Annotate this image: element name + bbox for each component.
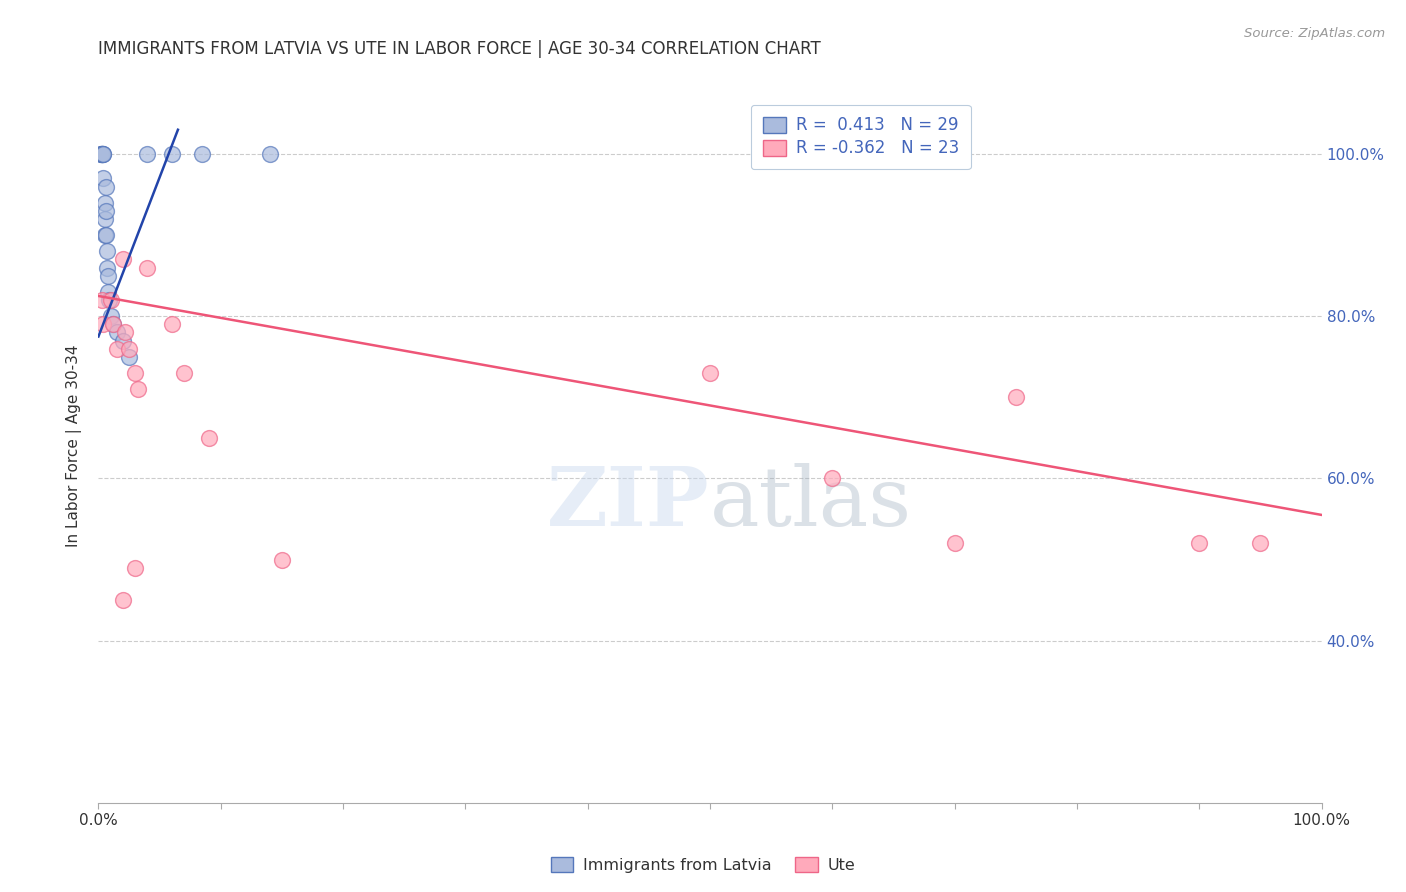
Point [94, 179, 117, 194]
Point [1004, 390, 1026, 404]
Point [821, 471, 844, 485]
Point [90, 147, 112, 161]
Point [96, 260, 118, 275]
Point [93, 195, 115, 210]
Y-axis label: In Labor Force | Age 30-34: In Labor Force | Age 30-34 [66, 344, 83, 548]
Point [91, 147, 114, 161]
Point [259, 147, 281, 161]
Point [105, 342, 128, 356]
Text: ZIP: ZIP [547, 463, 710, 543]
Point [91, 147, 114, 161]
Point [91, 171, 114, 186]
Point [93, 211, 115, 226]
Legend: R =  0.413   N = 29, R = -0.362   N = 23: R = 0.413 N = 29, R = -0.362 N = 23 [751, 104, 970, 169]
Point [1249, 536, 1271, 550]
Point [111, 252, 134, 267]
Point [91, 147, 114, 161]
Point [100, 293, 122, 307]
Point [105, 326, 128, 340]
Point [943, 536, 966, 550]
Point [1188, 536, 1211, 550]
Point [91, 293, 114, 307]
Point [136, 260, 159, 275]
Point [94, 203, 117, 218]
Point [93, 228, 115, 243]
Text: Source: ZipAtlas.com: Source: ZipAtlas.com [1244, 27, 1385, 40]
Point [100, 310, 122, 324]
Point [160, 147, 183, 161]
Point [97, 285, 120, 299]
Point [118, 342, 141, 356]
Point [160, 318, 183, 332]
Point [96, 244, 118, 259]
Point [136, 147, 159, 161]
Point [114, 326, 136, 340]
Point [101, 318, 124, 332]
Point [97, 268, 120, 283]
Point [111, 334, 134, 348]
Text: atlas: atlas [710, 463, 912, 543]
Point [91, 147, 114, 161]
Point [124, 366, 146, 380]
Point [124, 560, 146, 574]
Point [118, 350, 141, 364]
Point [270, 552, 294, 566]
Point [127, 382, 149, 396]
Point [98, 293, 121, 307]
Point [191, 147, 214, 161]
Point [101, 318, 124, 332]
Point [699, 366, 721, 380]
Point [197, 431, 219, 445]
Point [111, 593, 134, 607]
Point [91, 147, 114, 161]
Point [173, 366, 195, 380]
Point [90, 147, 112, 161]
Text: IMMIGRANTS FROM LATVIA VS UTE IN LABOR FORCE | AGE 30-34 CORRELATION CHART: IMMIGRANTS FROM LATVIA VS UTE IN LABOR F… [98, 40, 821, 58]
Legend: Immigrants from Latvia, Ute: Immigrants from Latvia, Ute [544, 851, 862, 880]
Point [91, 318, 114, 332]
Point [91, 147, 114, 161]
Point [94, 228, 117, 243]
